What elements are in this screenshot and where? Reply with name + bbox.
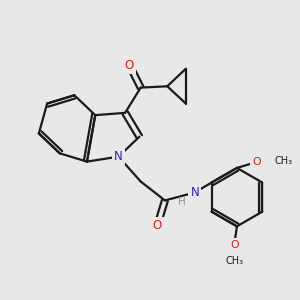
- Text: H: H: [178, 197, 186, 207]
- Text: O: O: [153, 219, 162, 232]
- Text: N: N: [114, 150, 123, 163]
- Text: O: O: [230, 240, 238, 250]
- Text: O: O: [253, 157, 261, 167]
- Text: N: N: [190, 186, 199, 199]
- Text: O: O: [125, 59, 134, 72]
- Text: CH₃: CH₃: [274, 156, 292, 166]
- Text: CH₃: CH₃: [225, 256, 243, 266]
